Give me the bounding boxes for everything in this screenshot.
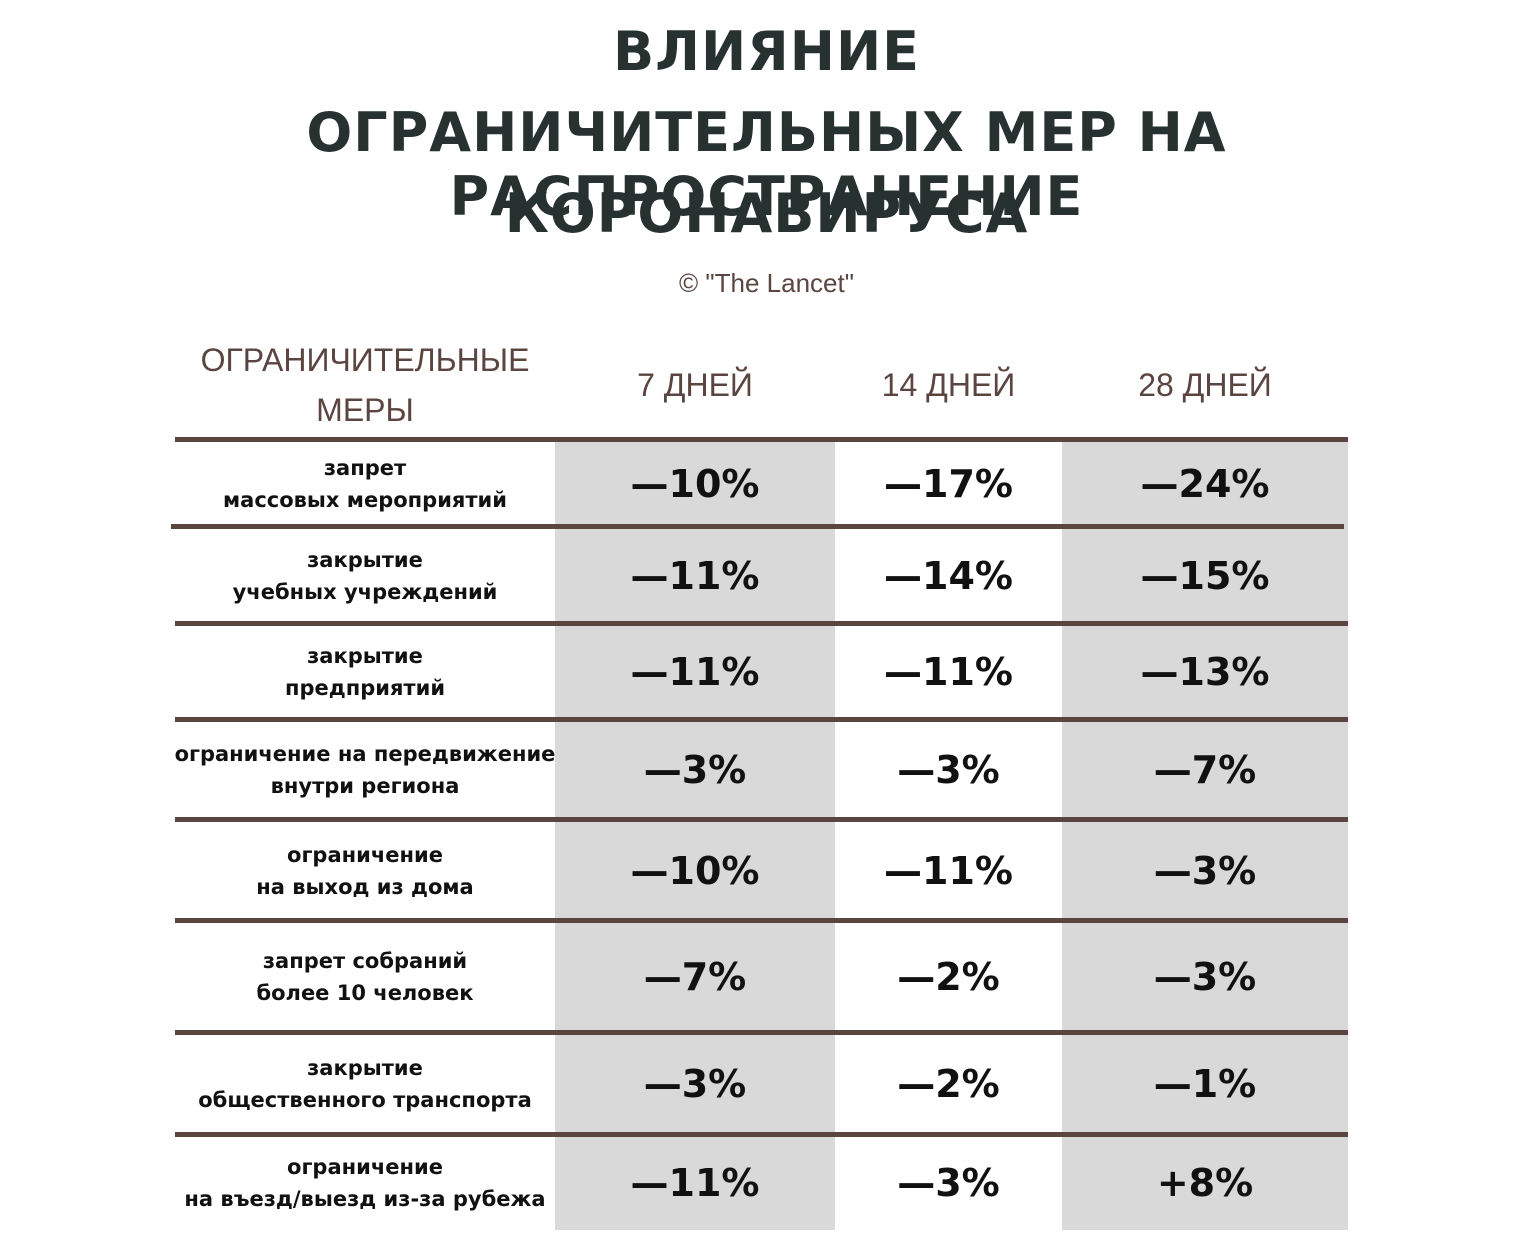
measure-text: запрет собраний bbox=[262, 949, 468, 973]
source: © "The Lancet" bbox=[679, 268, 854, 298]
header-text: 7 ДНЕЙ bbox=[637, 367, 753, 403]
value-cell: —7% bbox=[643, 955, 747, 999]
measure-text: закрытие bbox=[307, 644, 423, 668]
measure-text: на въезд/выезд из-за рубежа bbox=[184, 1186, 546, 1211]
measure-cell: закрытие общественного транспорта bbox=[140, 1033, 590, 1135]
value-cell: —3% bbox=[1153, 848, 1257, 893]
measure-cell: запрет массовых мероприятий bbox=[140, 440, 590, 527]
value-cell: —10% bbox=[630, 848, 760, 893]
title-line: ВЛИЯНИЕ bbox=[612, 20, 921, 83]
measure-text: учебных учреждений bbox=[232, 579, 498, 604]
column-shade bbox=[555, 440, 835, 1230]
value-cell: —14% bbox=[884, 553, 1013, 598]
value-cell: —10% bbox=[630, 461, 760, 506]
measure-cell: закрытие учебных учреждений bbox=[140, 527, 590, 624]
row-divider bbox=[175, 437, 1348, 442]
title-line: КОРОНАВИРУСА bbox=[504, 182, 1029, 245]
measure-text: предприятий bbox=[284, 676, 446, 700]
measure-text: запрет bbox=[323, 455, 407, 480]
value-cell: —11% bbox=[884, 650, 1013, 694]
header-cell: 14 ДНЕЙ bbox=[835, 330, 1062, 440]
value-cell: —3% bbox=[1153, 955, 1257, 999]
value-cell: —13% bbox=[1140, 650, 1270, 694]
value-cell: —11% bbox=[630, 650, 760, 694]
row-divider bbox=[175, 918, 1348, 923]
value-cell: —11% bbox=[630, 553, 760, 598]
header-cell: 28 ДНЕЙ bbox=[1062, 330, 1348, 440]
header-cell: 7 ДНЕЙ bbox=[555, 330, 835, 440]
value-cell: —2% bbox=[897, 1062, 1000, 1106]
value-cell: —3% bbox=[643, 748, 747, 792]
header-text: 14 ДНЕЙ bbox=[881, 367, 1016, 403]
value-cell: —11% bbox=[884, 848, 1013, 893]
value-cell: —1% bbox=[1153, 1062, 1257, 1106]
measure-cell: ограничение на въезд/выезд из-за рубежа bbox=[140, 1135, 590, 1230]
measure-text: массовых мероприятий bbox=[222, 487, 507, 512]
row-divider bbox=[175, 717, 1348, 722]
value-cell: +8% bbox=[1156, 1160, 1254, 1205]
header-text: ОГРАНИЧИТЕЛЬНЫЕ bbox=[200, 342, 530, 378]
row-divider bbox=[175, 817, 1348, 822]
measure-text: ограничение bbox=[287, 1154, 443, 1179]
measure-cell: закрытие предприятий bbox=[140, 624, 590, 720]
row-divider bbox=[175, 1030, 1348, 1035]
value-cell: —7% bbox=[1153, 748, 1257, 792]
value-cell: —3% bbox=[643, 1062, 747, 1106]
value-cell: —24% bbox=[1140, 461, 1270, 506]
measure-text: ограничение на передвижение bbox=[174, 742, 556, 766]
value-cell: —11% bbox=[630, 1160, 760, 1205]
measure-text: общественного транспорта bbox=[198, 1088, 532, 1112]
measure-cell: ограничение на выход из дома bbox=[140, 820, 590, 921]
title-line: ОГРАНИЧИТЕЛЬНЫХ МЕР НА РАСПРОСТРАНЕНИЕ bbox=[306, 101, 1227, 228]
measure-text: закрытие bbox=[307, 1056, 423, 1080]
header-text: МЕРЫ bbox=[316, 392, 414, 428]
column-shade bbox=[1062, 440, 1348, 1230]
value-cell: —2% bbox=[897, 955, 1000, 999]
value-cell: —3% bbox=[897, 748, 1000, 792]
header-cell: ОГРАНИЧИТЕЛЬНЫЕ МЕРЫ bbox=[175, 330, 555, 440]
measure-text: на выход из дома bbox=[256, 874, 474, 899]
measure-cell: ограничение на передвижение внутри регион… bbox=[140, 720, 590, 820]
value-cell: —17% bbox=[884, 461, 1013, 506]
measure-text: внутри региона bbox=[270, 774, 460, 798]
measure-text: закрытие bbox=[307, 547, 423, 572]
row-divider bbox=[175, 621, 1348, 626]
measure-text: ограничение bbox=[287, 842, 443, 867]
header-text: 28 ДНЕЙ bbox=[1138, 367, 1272, 403]
row-divider bbox=[175, 1132, 1348, 1137]
measure-cell: запрет собраний более 10 человек bbox=[140, 921, 590, 1033]
row-divider bbox=[171, 524, 1344, 529]
value-cell: —15% bbox=[1140, 553, 1270, 598]
measure-text: более 10 человек bbox=[256, 981, 474, 1005]
value-cell: —3% bbox=[897, 1160, 1000, 1205]
